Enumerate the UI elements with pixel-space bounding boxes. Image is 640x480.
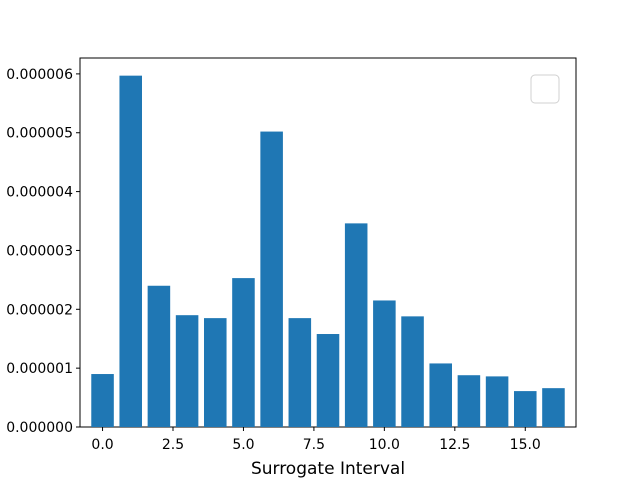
bar-11 <box>401 316 424 427</box>
bar-9 <box>344 223 368 427</box>
bar-16 <box>542 388 565 427</box>
x-tick-label: 5.0 <box>232 437 254 453</box>
bar-6 <box>260 131 283 428</box>
y-axis: 0.000000 0.000001 0.000002 0.000003 0.000004… <box>6 67 80 436</box>
bar-8 <box>316 334 340 427</box>
bar-4 <box>204 318 227 427</box>
bar-5 <box>232 278 255 427</box>
x-tick-label: 15.0 <box>510 437 541 453</box>
x-tick-label: 12.5 <box>439 437 470 453</box>
y-tick-label: 0.000000 <box>6 420 73 436</box>
x-axis: 0.0 2.5 5.0 7.5 10.0 12.5 15.0 <box>91 427 541 453</box>
bar-3 <box>175 315 199 427</box>
y-tick-label: 0.000001 <box>6 361 73 377</box>
bars <box>91 75 565 428</box>
legend <box>530 74 560 104</box>
y-tick-label: 0.000003 <box>6 243 73 259</box>
y-tick-label: 0.000002 <box>6 302 73 318</box>
x-tick-label: 0.0 <box>91 437 113 453</box>
bar-2 <box>147 285 171 427</box>
bar-12 <box>429 363 452 427</box>
bar-0 <box>91 374 114 427</box>
x-tick-label: 10.0 <box>369 437 400 453</box>
bar-1 <box>119 75 142 427</box>
y-tick-label: 0.000006 <box>6 67 73 83</box>
x-tick-label: 7.5 <box>303 437 325 453</box>
bar-7 <box>288 318 312 427</box>
bar-13 <box>457 375 481 427</box>
y-tick-label: 0.000004 <box>6 185 73 201</box>
bar-14 <box>485 376 509 427</box>
bar-10 <box>373 300 396 427</box>
x-axis-title: Surrogate Interval <box>251 459 405 479</box>
bar-15 <box>514 391 537 427</box>
y-tick-label: 0.000005 <box>6 126 73 142</box>
x-tick-label: 2.5 <box>162 437 184 453</box>
